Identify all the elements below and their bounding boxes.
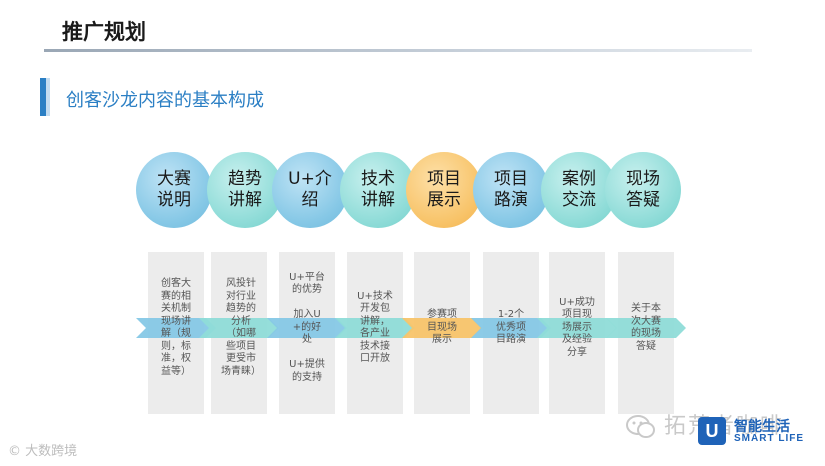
step-circle: 趋势 讲解 — [207, 152, 283, 228]
brand-logo-cn: 智能生活 — [734, 419, 790, 435]
step-circle: 现场 答疑 — [605, 152, 681, 228]
process-arrow-segment — [199, 318, 279, 338]
step-detail-text: 1-2个 优秀项 目路演 — [496, 309, 526, 346]
section-accent-bar — [40, 78, 50, 116]
step-detail-text: 参赛项 目现场 展示 — [427, 309, 457, 346]
step-circle: U+介 绍 — [272, 152, 348, 228]
process-arrow-segment — [267, 318, 347, 338]
step-detail-text: U+技术 开发包 讲解， 各产业 技术接 口开放 — [357, 290, 393, 365]
step-detail-text: 创客大 赛的相 关机制 现场讲 解（规 则，标 准，权 益等） — [161, 278, 191, 377]
process-arrow-segment — [335, 318, 415, 338]
step-detail-text: U+成功 项目现 场展示 及经验 分享 — [559, 296, 595, 358]
watermark-left: © 大数跨境 — [8, 444, 78, 459]
title-divider — [44, 49, 752, 52]
process-arrow-segment — [537, 318, 617, 338]
process-arrow-segment — [471, 318, 551, 338]
step-detail-text: 风投针 对行业 趋势的 分析 （如哪 些项目 更受市 场青睐） — [221, 278, 261, 377]
process-arrow-segment — [402, 318, 482, 338]
step-circle: 项目 路演 — [473, 152, 549, 228]
brand-logo-en: SMART LIFE — [734, 433, 804, 444]
brand-logo-icon: U — [698, 417, 726, 445]
step-circle: 项目 展示 — [406, 152, 482, 228]
wechat-icon — [626, 415, 655, 438]
step-detail-text: 关于本 次大赛 的现场 答疑 — [631, 303, 661, 352]
step-circle: 大赛 说明 — [136, 152, 212, 228]
section-heading: 创客沙龙内容的基本构成 — [66, 90, 264, 111]
step-circle: 技术 讲解 — [340, 152, 416, 228]
process-arrow-segment — [136, 318, 216, 338]
step-detail-text: U+平台 的优势 加入U +的好 处 U+提供 的支持 — [289, 271, 325, 383]
step-circle: 案例 交流 — [541, 152, 617, 228]
page-title: 推广规划 — [62, 20, 146, 44]
process-arrow-segment — [606, 318, 686, 338]
